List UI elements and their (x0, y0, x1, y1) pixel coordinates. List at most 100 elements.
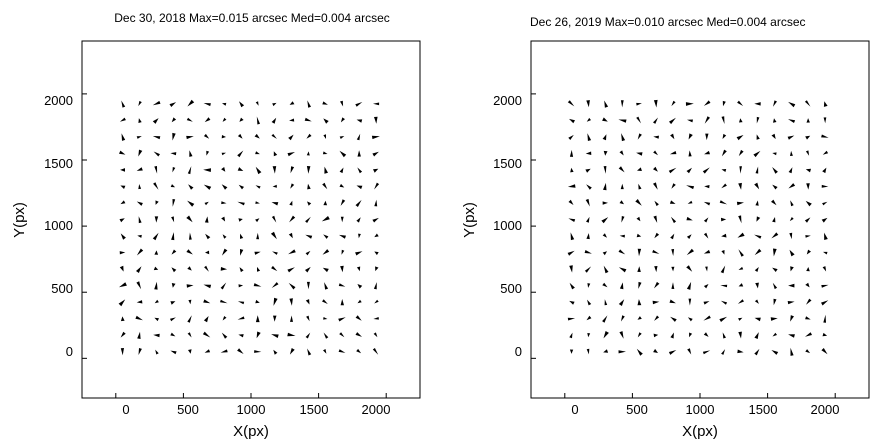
vector-arrow (273, 151, 278, 157)
vector-arrow (721, 116, 725, 124)
vector-arrow (119, 218, 125, 223)
vector-arrow (357, 299, 362, 304)
vector-arrow (788, 167, 793, 174)
vector-arrow (340, 100, 344, 107)
vector-arrow (220, 349, 228, 353)
vector-arrow (155, 200, 159, 205)
vector-arrow (271, 282, 279, 288)
vector-arrow (119, 282, 127, 288)
vector-arrow (290, 183, 295, 189)
vector-arrow (756, 216, 761, 222)
x-axis-label: X(px) (233, 423, 269, 440)
vector-arrow (570, 232, 575, 241)
vector-arrow (305, 216, 311, 223)
vector-arrow (371, 135, 380, 140)
vector-arrow (823, 314, 826, 323)
vector-arrow (721, 349, 726, 355)
vector-arrow (138, 348, 142, 355)
vector-arrow (687, 317, 693, 322)
vector-arrow (688, 133, 693, 140)
vector-arrow (153, 182, 159, 190)
vector-arrow (221, 167, 226, 172)
vector-arrow (704, 150, 710, 155)
vector-arrow (253, 283, 262, 287)
vector-arrow (272, 102, 277, 107)
vector-arrow (372, 151, 379, 157)
vector-arrow (221, 216, 226, 222)
vector-arrow (324, 282, 329, 290)
vector-arrow (256, 232, 260, 240)
chart-panel-2018: Dec 30, 2018 Max=0.015 arcsec Med=0.004 … (11, 11, 421, 440)
vector-arrow (755, 282, 759, 289)
vector-arrow (138, 216, 142, 224)
vector-arrow (322, 182, 328, 190)
vector-arrow (722, 133, 727, 139)
vector-arrow (703, 232, 709, 239)
vector-arrow (823, 251, 828, 255)
vector-arrow (238, 334, 244, 338)
vector-arrow (152, 118, 159, 124)
vector-arrow (203, 316, 209, 323)
vector-arrow (203, 168, 211, 172)
vector-arrow (289, 215, 296, 223)
vector-arrow (289, 200, 293, 206)
vector-arrow (603, 331, 609, 339)
vector-arrow (619, 150, 624, 156)
vector-arrow (220, 299, 228, 304)
vector-arrow (569, 332, 573, 339)
vector-arrow (136, 300, 143, 304)
vector-arrow (120, 185, 126, 189)
vector-arrow (119, 265, 124, 272)
vector-arrow (288, 232, 293, 239)
vector-arrow (754, 234, 762, 239)
vector-arrow (237, 167, 244, 171)
vector-arrow (202, 331, 211, 338)
vector-arrow (153, 266, 159, 271)
x-axis-label: X(px) (682, 423, 718, 440)
vector-arrow (755, 200, 759, 206)
vector-arrow (567, 100, 575, 107)
vector-arrow (272, 184, 277, 188)
vector-arrow (339, 136, 345, 139)
vector-arrow (355, 332, 362, 337)
x-tick-label: 2000 (811, 402, 840, 417)
vector-arrow (186, 117, 193, 122)
vector-arrow (355, 251, 363, 256)
vector-arrow (653, 166, 658, 172)
vector-arrow (586, 117, 591, 122)
vector-arrow (187, 332, 192, 338)
vector-arrow (653, 99, 658, 108)
vector-field (118, 99, 380, 356)
tick-marks (82, 93, 387, 398)
vector-arrow (171, 249, 177, 255)
vector-arrow (205, 233, 211, 240)
vector-arrow (339, 332, 345, 338)
vector-arrow (154, 166, 158, 174)
vector-arrow (669, 299, 676, 304)
vector-arrow (789, 217, 794, 222)
vector-arrow (688, 150, 692, 157)
vector-arrow (136, 201, 143, 206)
vector-arrow (584, 266, 592, 273)
vector-arrow (720, 284, 728, 288)
vector-arrow (340, 199, 346, 206)
vector-arrow (119, 251, 126, 255)
vector-arrow (635, 199, 642, 206)
vector-arrow (653, 182, 658, 190)
vector-arrow (822, 332, 828, 337)
vector-arrow (602, 134, 607, 141)
vector-arrow (121, 133, 126, 141)
vector-arrow (186, 284, 194, 288)
vector-arrow (307, 183, 311, 190)
vector-arrow (671, 266, 675, 272)
vector-arrow (305, 299, 310, 305)
vector-arrow (637, 316, 642, 320)
vector-arrow (220, 267, 228, 271)
vector-arrow (771, 133, 776, 140)
vector-arrow (119, 150, 126, 155)
vector-arrow (338, 283, 346, 287)
vector-arrow (306, 151, 310, 156)
vector-arrow (170, 350, 177, 355)
vector-arrow (221, 184, 228, 190)
